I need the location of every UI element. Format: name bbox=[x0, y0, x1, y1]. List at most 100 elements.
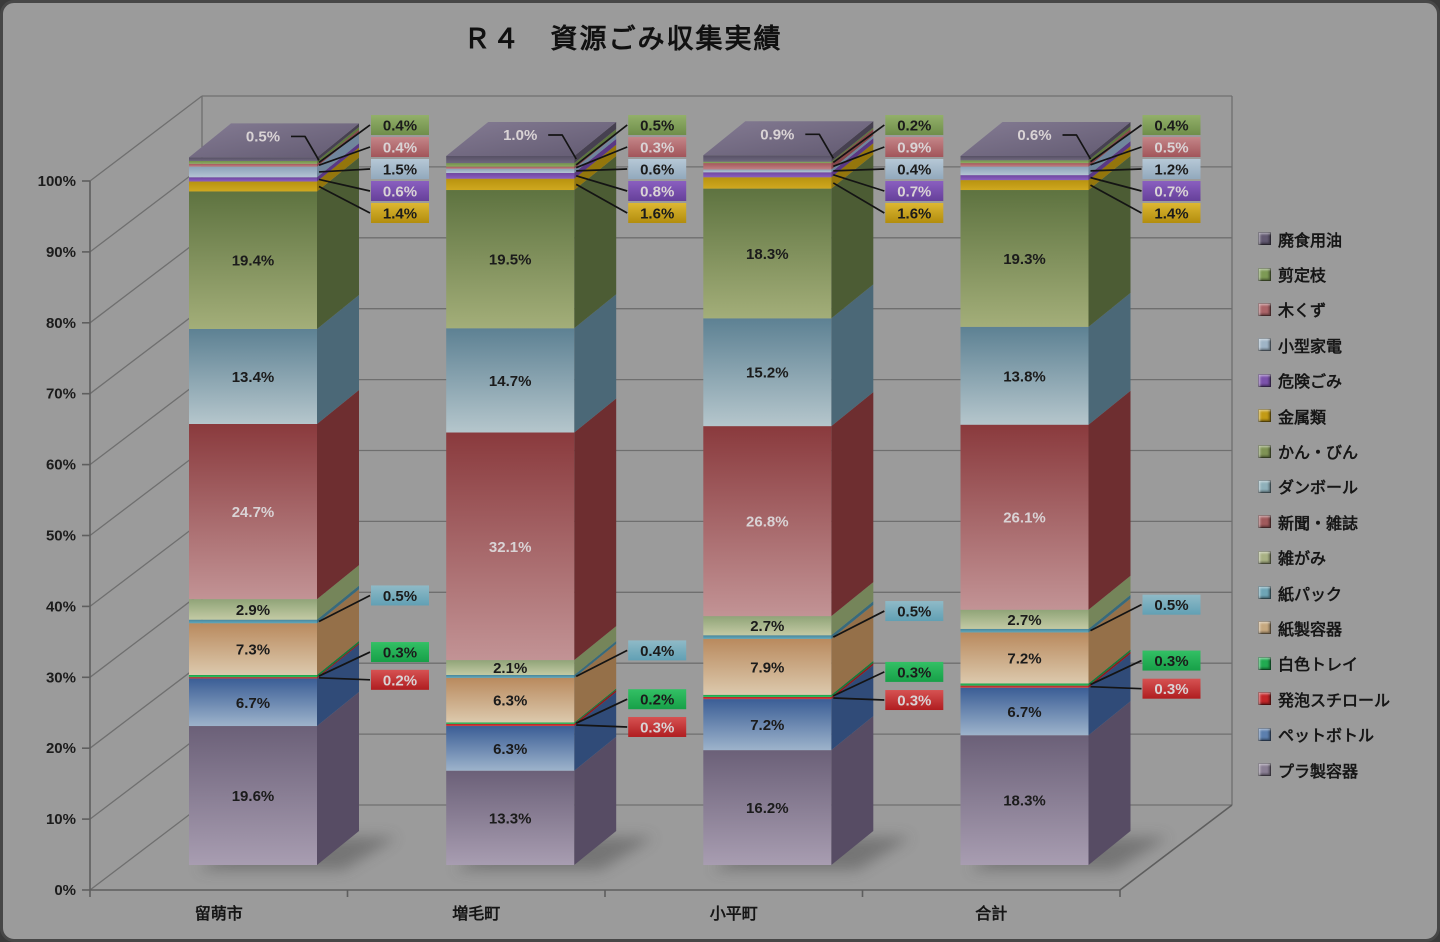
bar-segment-side bbox=[1088, 132, 1131, 176]
gridline-depth bbox=[89, 308, 203, 395]
bar-label: 26.1% bbox=[1003, 510, 1046, 527]
bar-label: 19.6% bbox=[232, 788, 275, 805]
callout-box bbox=[371, 159, 429, 179]
bar-segment-side bbox=[1088, 126, 1131, 164]
bar-segment-side bbox=[574, 294, 617, 433]
bar-segment-side bbox=[831, 604, 874, 695]
legend-swatch bbox=[1258, 621, 1271, 635]
legend-swatch bbox=[1258, 692, 1271, 706]
callout-value: 0.8% bbox=[640, 184, 674, 201]
callout-value: 0.4% bbox=[897, 162, 931, 179]
bar-label: 7.2% bbox=[750, 717, 784, 734]
bar-label: 7.2% bbox=[1007, 650, 1041, 667]
bar-segment bbox=[703, 161, 832, 164]
callout-leader bbox=[1090, 685, 1142, 690]
callout-value: 0.6% bbox=[383, 184, 417, 201]
category-label: 留萌市 bbox=[195, 904, 243, 923]
callout-leader bbox=[1062, 134, 1092, 160]
bar-label: 2.1% bbox=[493, 660, 527, 677]
bar-segment-side bbox=[831, 121, 874, 162]
callout-box bbox=[628, 640, 687, 661]
legend-swatch bbox=[1258, 479, 1271, 493]
bar-segment-side bbox=[574, 692, 617, 771]
legend-item: 発泡スチロール bbox=[1258, 681, 1390, 716]
y-tick-label: 50% bbox=[46, 528, 76, 545]
top-segment-label: 1.0% bbox=[503, 127, 537, 144]
y-tick-label: 80% bbox=[46, 315, 76, 332]
bar-segment-side bbox=[317, 640, 359, 678]
callout-value: 1.6% bbox=[897, 206, 931, 223]
bar-segment-side bbox=[1088, 390, 1131, 610]
legend-label: 新聞・雑誌 bbox=[1278, 515, 1359, 533]
bar-segment-side bbox=[317, 123, 359, 161]
bar-segment bbox=[960, 632, 1089, 684]
bar-segment bbox=[703, 635, 832, 639]
bar-segment bbox=[446, 166, 575, 169]
y-tick-label: 70% bbox=[46, 386, 76, 403]
callout-value: 0.6% bbox=[640, 162, 674, 179]
callout-leader bbox=[833, 173, 885, 192]
legend-label: プラ製容器 bbox=[1278, 763, 1359, 781]
bar-segment bbox=[960, 180, 1089, 191]
bar-label: 19.3% bbox=[1003, 251, 1046, 268]
legend-swatch bbox=[1258, 373, 1271, 387]
legend-swatch bbox=[1258, 727, 1271, 741]
callout-box bbox=[1142, 678, 1201, 699]
callout-value: 0.5% bbox=[1154, 140, 1188, 157]
gridline-depth bbox=[89, 166, 203, 253]
callout-value: 0.5% bbox=[897, 604, 931, 621]
bar-segment-side bbox=[831, 154, 874, 319]
bar-segment-side bbox=[574, 640, 617, 678]
gridline-depth bbox=[89, 733, 203, 820]
bar-label: 15.2% bbox=[746, 365, 789, 382]
bar-segment bbox=[446, 722, 575, 724]
callout-leader bbox=[575, 649, 628, 678]
chart-legend: 廃食用油 剪定枝 木くず 小型家電 危険ごみ 金属類 かん・びん ダンボール 新聞・雑誌 雑がみ紙… bbox=[1258, 221, 1390, 787]
callout-box bbox=[1142, 650, 1201, 671]
bar-segment-side bbox=[317, 643, 359, 679]
bar-segment bbox=[960, 735, 1089, 865]
chart-plot: 0% 10% 20% 30% 40% 50% 60% 70% 80% 90% 100% 留萌市 増毛町 小… bbox=[38, 95, 1233, 923]
y-tick-label: 100% bbox=[38, 173, 76, 190]
gridline-depth bbox=[89, 662, 203, 749]
bar-segment-side bbox=[1088, 575, 1131, 629]
callout-leader bbox=[1090, 603, 1142, 632]
bar-label: 19.5% bbox=[489, 252, 532, 269]
bar-segment-side bbox=[831, 284, 874, 427]
legend-item: ペットボトル bbox=[1258, 716, 1390, 751]
callout-leader bbox=[318, 676, 371, 681]
legend-label: 雑がみ bbox=[1278, 551, 1327, 569]
legend-swatch bbox=[1258, 763, 1271, 777]
callout-box bbox=[628, 137, 687, 157]
legend-item: 紙製容器 bbox=[1258, 610, 1390, 645]
callout-box bbox=[371, 585, 429, 606]
bar-segment-side bbox=[1088, 156, 1131, 327]
gridline-depth bbox=[89, 95, 203, 182]
bar-segment bbox=[703, 172, 832, 178]
bar-segment-side bbox=[574, 139, 617, 179]
callout-value: 0.5% bbox=[383, 588, 417, 605]
callout-box bbox=[1142, 159, 1201, 179]
callout-box bbox=[628, 203, 687, 223]
bar-segment bbox=[189, 677, 317, 679]
gridline-depth bbox=[89, 379, 203, 466]
callout-leader bbox=[1090, 168, 1142, 172]
y-tick-label: 0% bbox=[54, 882, 76, 899]
callout-value: 0.2% bbox=[640, 692, 674, 709]
callout-leader bbox=[832, 124, 885, 164]
bar-label: 7.9% bbox=[750, 659, 784, 676]
callout-box bbox=[885, 159, 944, 179]
bar-segment bbox=[446, 660, 575, 675]
bar-segment-side bbox=[831, 662, 874, 700]
legend-item: プラ製容器 bbox=[1258, 752, 1390, 787]
y-tick-label: 60% bbox=[46, 457, 76, 474]
bar-segment bbox=[446, 173, 575, 179]
bar-segment-side bbox=[831, 582, 874, 636]
bar-segment-side bbox=[831, 138, 874, 178]
bar-segment bbox=[960, 685, 1089, 688]
callout-leader bbox=[1090, 184, 1142, 214]
legend-label: 金属類 bbox=[1278, 409, 1327, 427]
bar-label: 19.4% bbox=[232, 253, 275, 270]
bar-segment bbox=[189, 157, 317, 161]
